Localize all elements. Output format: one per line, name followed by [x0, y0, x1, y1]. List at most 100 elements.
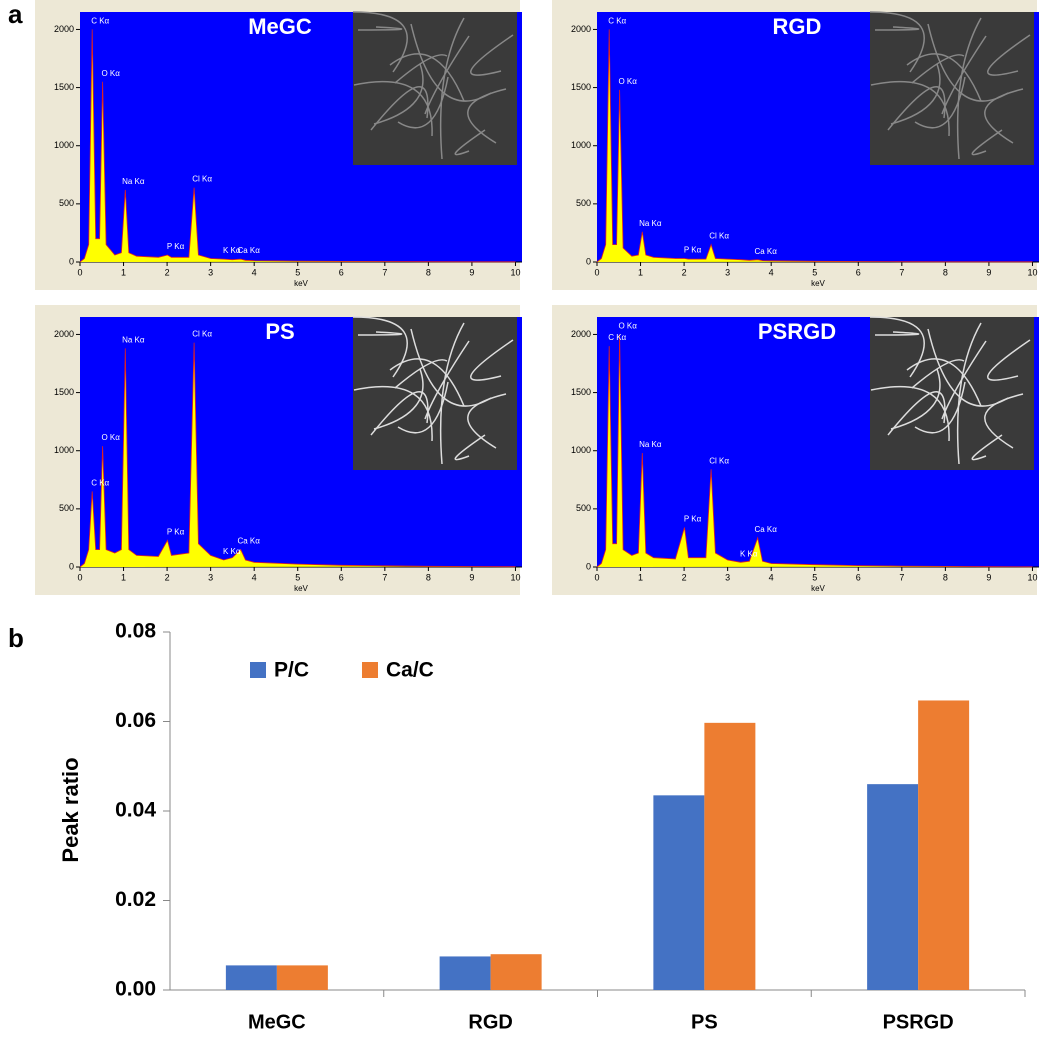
peak-label: K Kα	[223, 547, 241, 556]
sem-texture	[357, 26, 403, 31]
y-tick-label: 0.04	[115, 799, 156, 822]
y-tick-label: 1000	[54, 445, 74, 455]
peak-label: C Kα	[608, 333, 626, 342]
peak-label: Cl Kα	[192, 175, 212, 184]
bar	[704, 722, 756, 990]
peak-label: Na Kα	[122, 177, 145, 186]
sem-texture	[357, 331, 403, 336]
x-tick-label: 6	[339, 572, 344, 582]
x-tick-label: 2	[165, 572, 170, 582]
x-axis-label: keV	[294, 279, 308, 288]
x-tick-label: 0	[594, 572, 599, 582]
peak-label: Na Kα	[639, 219, 662, 228]
y-tick-label: 0.08	[115, 620, 156, 643]
sem-texture	[397, 76, 449, 129]
panel-title: RGD	[773, 14, 822, 39]
x-tick-label: 0	[77, 267, 82, 277]
x-tick-label: 9	[469, 572, 474, 582]
x-tick-label: 1	[638, 572, 643, 582]
spectrum	[79, 29, 516, 263]
x-tick-label: PS	[691, 1011, 718, 1033]
sem-texture	[987, 34, 1031, 76]
peak-label: Na Kα	[639, 440, 662, 449]
panel-title: MeGC	[248, 14, 312, 39]
y-tick-label: 1500	[571, 82, 591, 92]
x-tick-label: 9	[986, 267, 991, 277]
panel-label: a	[8, 0, 23, 29]
x-tick-label: 0	[77, 572, 82, 582]
y-tick-label: 0	[69, 256, 74, 266]
sem-texture	[454, 434, 486, 461]
sem-texture	[911, 359, 965, 389]
x-tick-label: 6	[856, 267, 861, 277]
bar	[490, 954, 542, 990]
sem-texture	[984, 88, 1024, 144]
y-tick-label: 1500	[571, 387, 591, 397]
x-tick-label: 9	[986, 572, 991, 582]
y-tick-label: 500	[576, 503, 591, 513]
y-tick-label: 1000	[571, 445, 591, 455]
x-tick-label: 10	[510, 572, 520, 582]
x-tick-label: 5	[295, 572, 300, 582]
x-tick-label: 8	[943, 267, 948, 277]
sem-texture	[454, 129, 486, 156]
peak-label: Cl Kα	[709, 232, 729, 241]
sem-texture	[874, 26, 920, 31]
sem-texture	[394, 54, 448, 84]
legend-label: Ca/C	[386, 659, 434, 682]
x-tick-label: 7	[899, 572, 904, 582]
sem-texture	[914, 381, 966, 434]
x-tick-label: 6	[339, 267, 344, 277]
y-tick-label: 2000	[571, 329, 591, 339]
peak-label: Na Kα	[122, 336, 145, 345]
peak-label: Cl Kα	[192, 330, 212, 339]
peak-label: O Kα	[618, 322, 637, 331]
sem-texture	[439, 322, 465, 465]
x-tick-label: 2	[165, 267, 170, 277]
peak-label: Ca Kα	[237, 537, 260, 546]
y-tick-label: 500	[59, 503, 74, 513]
x-tick-label: 3	[208, 267, 213, 277]
peak-label: Ca Kα	[237, 246, 260, 255]
y-tick-label: 500	[576, 198, 591, 208]
peak-label: Ca Kα	[754, 525, 777, 534]
peak-label: O Kα	[101, 69, 120, 78]
x-tick-label: MeGC	[248, 1011, 306, 1033]
sem-image	[353, 12, 517, 165]
sem-texture	[467, 393, 507, 449]
sem-texture	[956, 17, 982, 160]
sem-texture	[353, 80, 433, 137]
x-tick-label: 1	[121, 267, 126, 277]
sem-texture	[373, 63, 424, 125]
x-tick-label: 1	[638, 267, 643, 277]
x-axis-label: keV	[811, 279, 825, 288]
y-tick-label: 2000	[571, 24, 591, 34]
sem-texture	[971, 129, 1003, 156]
panel-title: PSRGD	[758, 319, 836, 344]
sem-texture	[470, 339, 514, 381]
sem-texture	[470, 34, 514, 76]
bar	[918, 700, 970, 990]
x-tick-label: 4	[252, 572, 257, 582]
x-tick-label: 8	[943, 572, 948, 582]
peak-label: P Kα	[167, 242, 185, 251]
sem-texture	[941, 35, 987, 115]
x-tick-label: 5	[812, 572, 817, 582]
y-tick-label: 1500	[54, 82, 74, 92]
y-tick-label: 0.02	[115, 888, 156, 911]
x-tick-label: 8	[426, 267, 431, 277]
sem-texture	[870, 80, 950, 137]
bar	[276, 965, 328, 990]
y-axis-label: Peak ratio	[58, 757, 83, 862]
y-tick-label: 1000	[54, 140, 74, 150]
x-tick-label: 3	[725, 572, 730, 582]
y-tick-label: 0	[586, 561, 591, 571]
peak-label: O Kα	[101, 433, 120, 442]
x-tick-label: 8	[426, 572, 431, 582]
peak-label: P Kα	[167, 527, 185, 536]
peak-label: C Kα	[91, 479, 109, 488]
sem-texture	[424, 35, 470, 115]
x-tick-label: RGD	[468, 1011, 512, 1033]
x-tick-label: 4	[769, 267, 774, 277]
